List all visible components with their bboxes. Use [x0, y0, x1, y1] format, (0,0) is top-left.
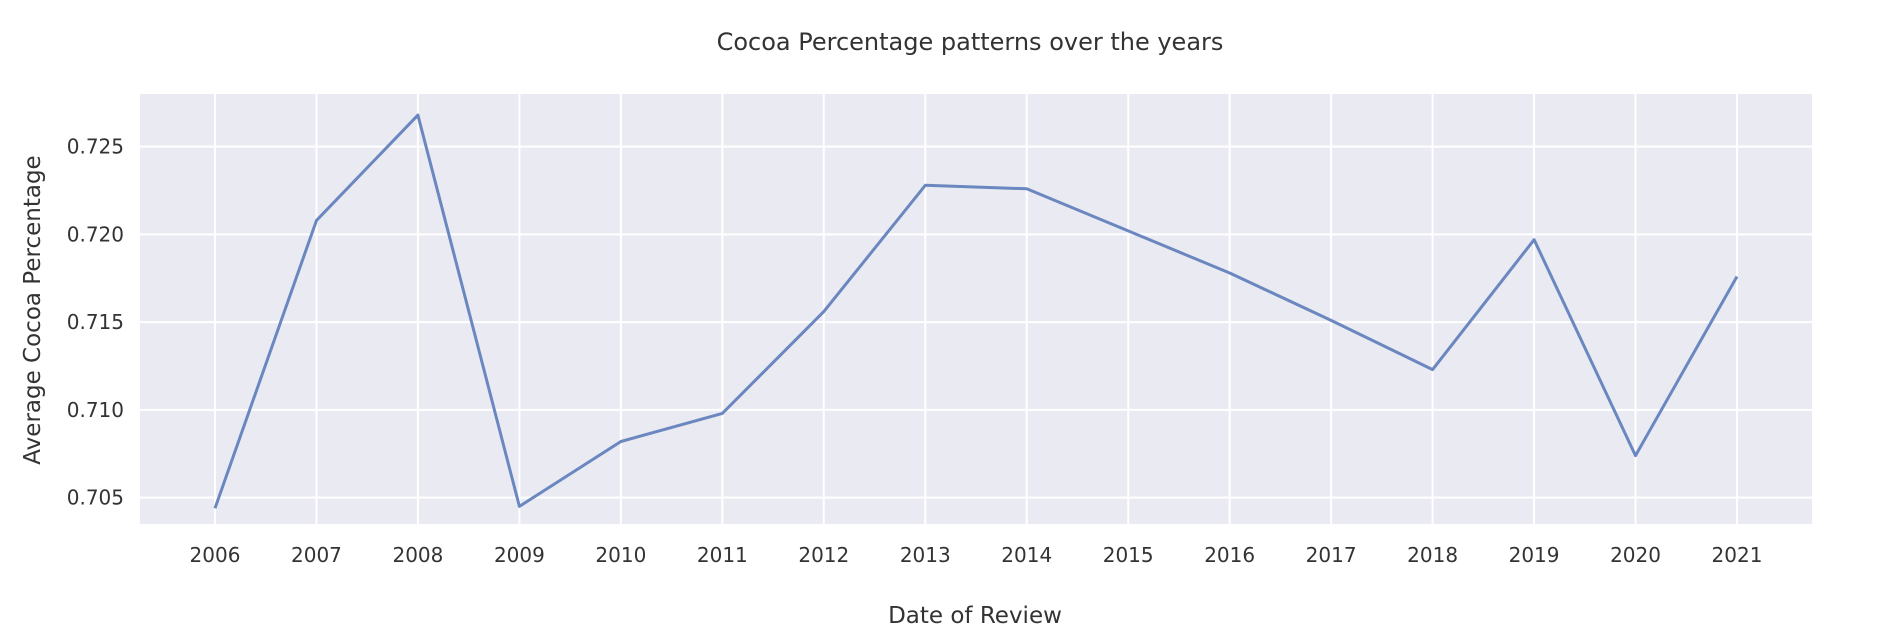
y-axis-label: Average Cocoa Percentage: [20, 155, 46, 464]
x-tick-label: 2021: [1712, 543, 1763, 567]
x-tick-label: 2016: [1204, 543, 1255, 567]
x-tick-label: 2011: [697, 543, 748, 567]
x-tick-label: 2015: [1103, 543, 1154, 567]
x-tick-label: 2010: [595, 543, 646, 567]
x-tick-label: 2008: [392, 543, 443, 567]
x-tick-label: 2017: [1306, 543, 1357, 567]
x-tick-label: 2012: [798, 543, 849, 567]
y-tick-labels: 0.705 0.710 0.715 0.720 0.725: [67, 135, 124, 510]
chart-title: Cocoa Percentage patterns over the years: [717, 28, 1224, 56]
x-tick-label: 2009: [494, 543, 545, 567]
y-tick-label: 0.720: [67, 222, 124, 246]
x-tick-label: 2018: [1407, 543, 1458, 567]
y-tick-label: 0.705: [67, 486, 124, 510]
x-tick-label: 2006: [190, 543, 241, 567]
y-tick-label: 0.725: [67, 135, 124, 159]
x-tick-labels: 2006 2007 2008 2009 2010 2011 2012 2013 2014 2015…: [190, 543, 1763, 567]
x-tick-label: 2013: [900, 543, 951, 567]
y-tick-label: 0.710: [67, 398, 124, 422]
x-axis-label: Date of Review: [888, 603, 1062, 629]
series-line: [213, 113, 1739, 509]
plot-area: [140, 94, 1812, 524]
x-tick-label: 2019: [1509, 543, 1560, 567]
y-tick-label: 0.715: [67, 310, 124, 334]
x-gridlines: [214, 94, 1738, 524]
x-tick-label: 2020: [1610, 543, 1661, 567]
x-tick-label: 2007: [291, 543, 342, 567]
x-tick-label: 2014: [1001, 543, 1052, 567]
